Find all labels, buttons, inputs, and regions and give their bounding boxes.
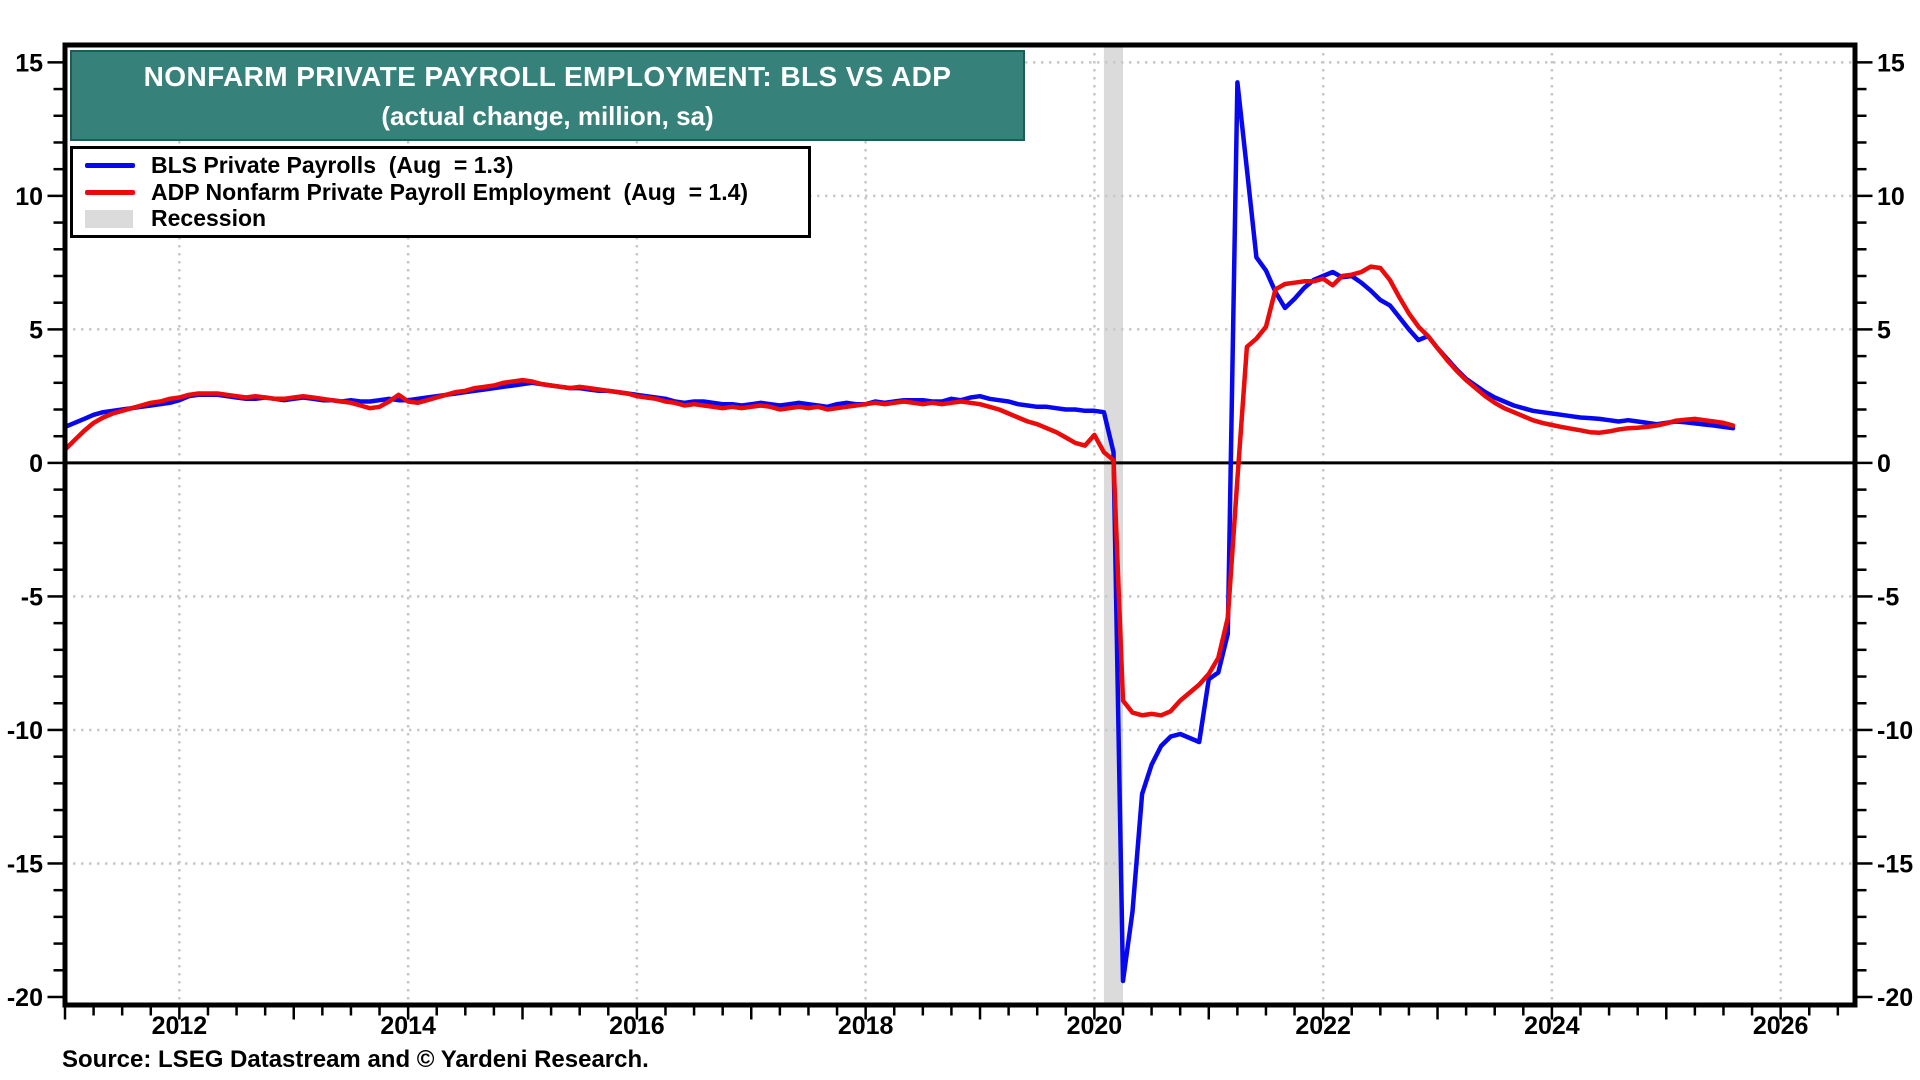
chart-subtitle: (actual change, million, sa) — [381, 100, 714, 131]
legend: BLS Private Payrolls (Aug = 1.3) ADP Nonf… — [70, 146, 811, 238]
legend-item-adp: ADP Nonfarm Private Payroll Employment (… — [85, 179, 808, 205]
chart-title: NONFARM PRIVATE PAYROLL EMPLOYMENT: BLS … — [143, 60, 952, 92]
x-axis-label: 2018 — [838, 1012, 894, 1040]
x-axis-label: 2024 — [1524, 1012, 1580, 1040]
legend-label-adp: ADP Nonfarm Private Payroll Employment (… — [151, 178, 749, 205]
adp-series-line — [62, 264, 1736, 718]
x-axis-label: 2020 — [1067, 1012, 1123, 1040]
y-axis-label-right: 15 — [1877, 49, 1905, 77]
y-axis-label-left: 15 — [15, 49, 43, 77]
x-axis-label: 2026 — [1753, 1012, 1809, 1040]
y-axis-label-right: -20 — [1877, 984, 1913, 1012]
y-axis-label-left: -5 — [21, 583, 43, 611]
y-axis-label-left: 0 — [29, 450, 43, 478]
legend-label-bls: BLS Private Payrolls (Aug = 1.3) — [151, 152, 514, 178]
y-axis-label-right: -10 — [1877, 717, 1913, 745]
y-axis-label-right: 10 — [1877, 183, 1905, 211]
y-axis-label-left: -15 — [7, 850, 43, 878]
x-axis-label: 2014 — [380, 1012, 436, 1040]
source-note: Source: LSEG Datastream and © Yardeni Re… — [62, 1046, 649, 1073]
adp-legend-swatch — [85, 189, 135, 195]
y-axis-label-right: 5 — [1877, 316, 1891, 344]
chart-title-box: NONFARM PRIVATE PAYROLL EMPLOYMENT: BLS … — [70, 50, 1025, 141]
legend-item-recession: Recession — [85, 206, 808, 232]
plot-frame — [62, 42, 1858, 1008]
y-axis-label-left: 10 — [15, 183, 43, 211]
x-axis-label: 2012 — [152, 1012, 208, 1040]
bls-legend-swatch — [85, 163, 135, 168]
recession-legend-swatch — [85, 209, 133, 228]
legend-label-recession: Recession — [151, 205, 267, 231]
y-axis-label-right: 0 — [1877, 450, 1891, 478]
x-axis-label: 2022 — [1295, 1012, 1351, 1040]
y-axis-label-left: 5 — [29, 316, 43, 344]
x-axis-label: 2016 — [609, 1012, 665, 1040]
y-axis-label-right: -5 — [1877, 583, 1899, 611]
y-axis-label-left: -20 — [7, 984, 43, 1012]
y-axis-label-left: -10 — [7, 717, 43, 745]
y-axis-label-right: -15 — [1877, 850, 1913, 878]
legend-item-bls: BLS Private Payrolls (Aug = 1.3) — [85, 153, 808, 179]
